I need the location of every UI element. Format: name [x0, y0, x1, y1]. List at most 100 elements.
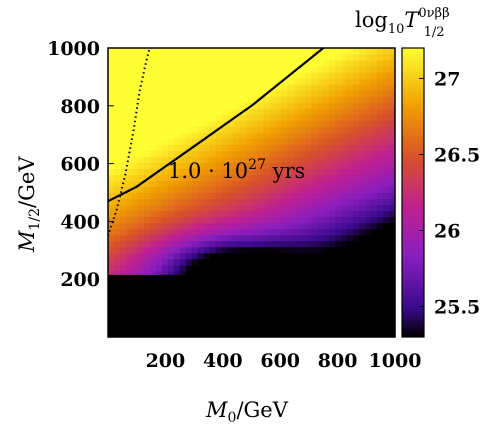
heatmap-cell — [209, 174, 217, 182]
heatmap-cell — [239, 126, 247, 133]
heatmap-cell — [341, 66, 348, 73]
heatmap-cell — [203, 126, 211, 133]
heatmap-cell — [359, 168, 366, 176]
heatmap-cell — [119, 204, 127, 212]
heatmap-cell — [365, 252, 372, 260]
heatmap-cell — [203, 84, 211, 91]
heatmap-cell — [215, 264, 223, 272]
heatmap-cell — [191, 198, 199, 206]
heatmap-cell — [167, 72, 175, 79]
heatmap-cell — [215, 156, 223, 163]
heatmap-cell — [323, 72, 330, 79]
heatmap-cell — [377, 48, 384, 55]
heatmap-cell — [149, 84, 157, 91]
heatmap-cell — [317, 234, 324, 242]
heatmap-cell — [371, 138, 378, 145]
heatmap-cell — [257, 252, 265, 260]
heatmap-cell — [317, 150, 324, 157]
heatmap-cell — [203, 168, 211, 176]
heatmap-cell — [119, 252, 127, 260]
heatmap-cell — [287, 138, 294, 145]
heatmap-cell — [108, 228, 115, 236]
heatmap-cell — [359, 252, 366, 260]
heatmap-cell — [341, 150, 348, 157]
heatmap-cell — [149, 258, 157, 266]
heatmap-cell — [329, 234, 336, 242]
heatmap-cell — [239, 258, 247, 266]
heatmap-cell — [143, 78, 151, 85]
heatmap-cell — [155, 264, 163, 272]
heatmap-cell — [108, 114, 115, 121]
heatmap-cell — [203, 246, 211, 254]
heatmap-cell — [227, 54, 235, 61]
heatmap-cell — [239, 138, 247, 145]
heatmap-cell — [155, 120, 163, 127]
heatmap-cell — [215, 174, 223, 182]
heatmap-cell — [131, 186, 139, 194]
heatmap-cell — [359, 246, 366, 254]
heatmap-cell — [371, 60, 378, 67]
heatmap-cell — [353, 102, 360, 109]
heatmap-cell — [215, 258, 223, 266]
heatmap-cell — [113, 84, 121, 91]
heatmap-cell — [353, 264, 360, 272]
heatmap-cell — [173, 138, 181, 145]
heatmap-cell — [323, 162, 330, 170]
heatmap-cell — [323, 126, 330, 133]
heatmap-cell — [323, 186, 330, 194]
heatmap-cell — [347, 186, 354, 194]
heatmap-cell — [233, 108, 241, 115]
heatmap-cell — [269, 126, 277, 133]
heatmap-cell — [179, 210, 187, 218]
heatmap-cell — [293, 144, 300, 151]
heatmap-cell — [281, 162, 288, 170]
heatmap-cell — [305, 120, 312, 127]
heatmap-cell — [113, 102, 121, 109]
heatmap-cell — [299, 186, 306, 194]
heatmap-cell — [359, 210, 366, 218]
heatmap-cell — [377, 240, 384, 248]
heatmap-cell — [179, 270, 187, 278]
heatmap-cell — [269, 108, 277, 115]
heatmap-cell — [257, 240, 265, 248]
heatmap-cell — [299, 84, 306, 91]
heatmap-cell — [257, 162, 265, 170]
heatmap-cell — [329, 252, 336, 260]
heatmap-cell — [347, 174, 354, 182]
heatmap-cell — [329, 240, 336, 248]
heatmap-cell — [197, 198, 205, 206]
heatmap-cell — [305, 258, 312, 266]
heatmap-cell — [299, 138, 306, 145]
heatmap-cell — [353, 90, 360, 97]
heatmap-cell — [185, 258, 193, 266]
heatmap-cell — [359, 222, 366, 230]
heatmap-cell — [371, 114, 378, 121]
heatmap-cell — [215, 108, 223, 115]
heatmap-cell — [317, 60, 324, 67]
heatmap-cell — [287, 270, 294, 278]
heatmap-cell — [389, 60, 395, 67]
heatmap-cell — [311, 228, 318, 236]
heatmap-cell — [383, 144, 390, 151]
heatmap-cell — [209, 54, 217, 61]
heatmap-cell — [335, 234, 342, 242]
heatmap-cell — [335, 138, 342, 145]
heatmap-cell — [113, 168, 121, 176]
heatmap-cell — [353, 66, 360, 73]
heatmap-cell — [108, 138, 115, 145]
heatmap-cell — [233, 162, 241, 170]
heatmap-cell — [257, 132, 265, 139]
heatmap-cell — [359, 102, 366, 109]
heatmap-cell — [149, 138, 157, 145]
heatmap-cell — [191, 120, 199, 127]
heatmap-cell — [239, 204, 247, 212]
heatmap-cell — [149, 198, 157, 206]
heatmap-cell — [275, 60, 282, 67]
heatmap-cell — [149, 240, 157, 248]
heatmap-cell — [365, 90, 372, 97]
heatmap-cell — [281, 138, 288, 145]
heatmap-cell — [371, 150, 378, 157]
heatmap-cell — [281, 78, 288, 85]
heatmap-cell — [389, 258, 395, 266]
